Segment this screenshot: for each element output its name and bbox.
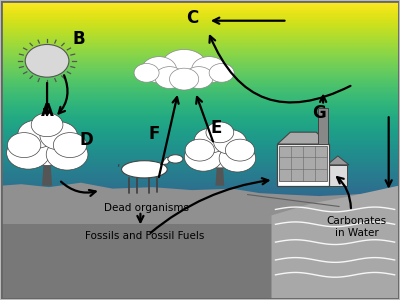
Circle shape (46, 139, 88, 170)
Circle shape (161, 50, 207, 84)
Polygon shape (329, 165, 347, 186)
Text: Carbonates
in Water: Carbonates in Water (327, 217, 387, 238)
Circle shape (206, 122, 234, 143)
Polygon shape (278, 132, 329, 144)
Circle shape (225, 139, 254, 161)
Polygon shape (216, 158, 224, 186)
Text: A: A (41, 102, 54, 120)
Text: Dead organisms: Dead organisms (104, 203, 189, 213)
Circle shape (18, 120, 56, 148)
FancyArrowPatch shape (210, 36, 350, 103)
Polygon shape (1, 224, 399, 298)
Polygon shape (42, 154, 52, 186)
Circle shape (184, 143, 222, 171)
Circle shape (53, 133, 87, 158)
Circle shape (214, 130, 246, 154)
Circle shape (194, 128, 227, 153)
Text: B: B (72, 29, 85, 47)
Polygon shape (272, 186, 399, 298)
Circle shape (7, 137, 50, 169)
Circle shape (20, 125, 74, 165)
Circle shape (170, 68, 199, 90)
Circle shape (31, 113, 63, 137)
Circle shape (134, 64, 159, 82)
Ellipse shape (168, 155, 183, 163)
Text: F: F (149, 125, 160, 143)
Circle shape (25, 44, 69, 77)
Circle shape (219, 145, 256, 172)
Circle shape (142, 57, 177, 83)
Text: Fossils and Fossil Fuels: Fossils and Fossil Fuels (85, 231, 204, 241)
Ellipse shape (122, 161, 167, 178)
Text: C: C (186, 9, 198, 27)
Circle shape (192, 57, 227, 83)
Text: D: D (80, 130, 94, 148)
Circle shape (185, 139, 214, 161)
Circle shape (8, 133, 41, 158)
Circle shape (209, 64, 234, 82)
Text: E: E (210, 119, 222, 137)
Bar (280, 146, 327, 181)
Polygon shape (1, 183, 399, 298)
Circle shape (155, 67, 184, 88)
Polygon shape (278, 144, 329, 186)
Circle shape (196, 132, 244, 168)
Circle shape (184, 67, 213, 88)
Polygon shape (160, 158, 173, 165)
Polygon shape (327, 156, 349, 165)
Bar (318, 108, 328, 144)
Text: G: G (312, 104, 326, 122)
Circle shape (40, 122, 78, 150)
